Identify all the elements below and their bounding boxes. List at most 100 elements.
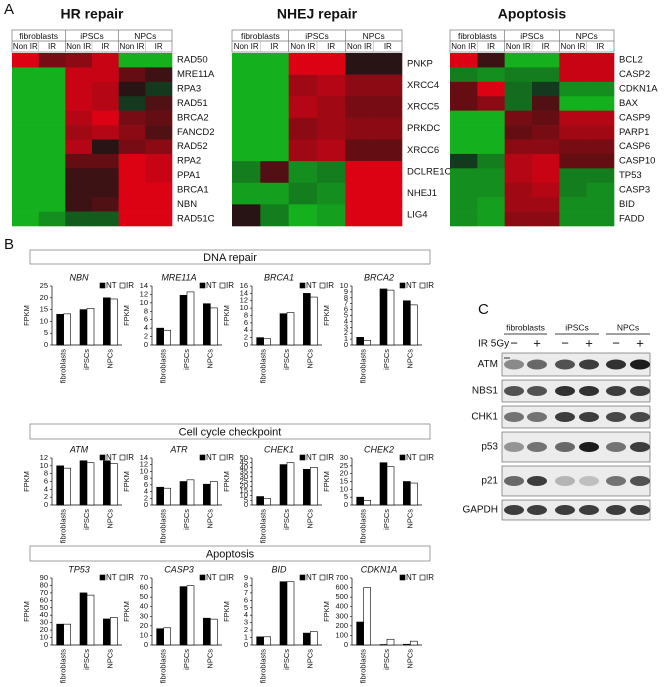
bar xyxy=(103,297,111,346)
legend-swatch xyxy=(319,282,326,289)
row-label: PRKDC xyxy=(407,123,440,134)
blot-band xyxy=(630,386,650,396)
heatmap-cell xyxy=(345,182,374,205)
heatmap-cell xyxy=(288,204,318,227)
y-tick-label: 70 xyxy=(40,588,48,597)
heatmap-cell xyxy=(450,153,478,169)
bar xyxy=(303,293,311,346)
x-tick-label: fibroblasts xyxy=(259,649,268,683)
heatmap-cell xyxy=(288,53,318,75)
bar xyxy=(263,338,271,346)
y-tick-label: 60 xyxy=(140,583,148,592)
legend-label: IR xyxy=(426,281,434,290)
heatmap-cell xyxy=(450,81,478,97)
blot-band xyxy=(527,359,547,370)
blot-band xyxy=(555,505,575,515)
row-label: LIG4 xyxy=(407,210,428,221)
y-axis-label: FPKM xyxy=(122,305,131,326)
heatmap-cell xyxy=(118,139,146,155)
heatmap-cell xyxy=(288,182,318,205)
bar xyxy=(379,462,388,506)
heatmap-cell xyxy=(477,125,505,140)
bar xyxy=(179,481,188,506)
y-tick-label: 0 xyxy=(344,500,348,509)
y-tick-label: 100 xyxy=(335,630,348,639)
heatmap-cell xyxy=(373,182,403,205)
section-box xyxy=(29,545,431,562)
column-label: Non IR xyxy=(451,42,476,51)
row-label: NBN xyxy=(177,199,197,210)
y-tick-label: 50 xyxy=(240,453,248,462)
y-tick-label: 15 xyxy=(340,476,348,485)
bar xyxy=(63,623,71,646)
bar xyxy=(379,288,388,346)
legend-swatch xyxy=(419,282,426,289)
y-tick-label: 40 xyxy=(240,462,248,471)
y-tick-label: 0 xyxy=(44,340,48,349)
bar xyxy=(410,482,418,506)
y-axis-label: FPKM xyxy=(22,471,31,492)
heatmap-cell xyxy=(92,67,119,83)
legend-swatch xyxy=(319,574,326,581)
heatmap-cell xyxy=(373,161,403,184)
y-tick-label: 2 xyxy=(344,328,348,337)
heatmap-cell xyxy=(345,74,374,97)
y-tick-label: 6 xyxy=(244,318,248,327)
x-tick-label: NPCs xyxy=(405,649,414,669)
heatmap-cell xyxy=(373,96,403,119)
y-tick-label: 10 xyxy=(40,316,48,325)
x-tick-label: NPCs xyxy=(105,649,114,669)
column-label: Non IR xyxy=(66,42,91,51)
protein-label: NBS1 xyxy=(472,386,499,397)
x-tick-label: NPCs xyxy=(105,349,114,369)
heatmap-cell xyxy=(65,168,93,184)
heatmap-cell xyxy=(232,139,261,162)
row-label: BCL2 xyxy=(619,55,643,66)
y-tick-label: 12 xyxy=(40,453,48,462)
heatmap-cell xyxy=(477,168,505,184)
legend-label: IR xyxy=(226,281,234,290)
blot-band xyxy=(555,412,575,422)
heatmap-cell xyxy=(145,96,173,111)
legend-label: IR xyxy=(326,573,334,582)
heatmap-cell xyxy=(504,96,533,111)
x-tick-label: iPSCs xyxy=(382,509,391,530)
heatmap-title: NHEJ repair xyxy=(277,6,358,22)
heatmap-cell xyxy=(38,67,66,83)
heatmap-cell xyxy=(118,81,146,97)
group-label: fibroblasts xyxy=(506,322,545,332)
x-tick-label: fibroblasts xyxy=(359,349,368,383)
y-tick-label: 4 xyxy=(244,610,248,619)
heatmap-cell xyxy=(559,67,587,83)
heatmap-cell xyxy=(260,117,289,140)
bar xyxy=(410,304,418,346)
bar xyxy=(110,463,118,506)
y-tick-label: 6 xyxy=(344,305,348,314)
bar xyxy=(156,486,164,506)
y-tick-label: 9 xyxy=(244,573,248,582)
heatmap-cell xyxy=(38,182,66,198)
x-tick-label: iPSCs xyxy=(182,509,191,530)
y-tick-label: 3 xyxy=(244,618,248,627)
heatmap-cell xyxy=(559,53,587,68)
legend-swatch xyxy=(99,574,106,581)
y-axis-label: FPKM xyxy=(122,601,131,622)
heatmap-cell xyxy=(65,197,93,212)
heatmap-cell xyxy=(317,139,346,162)
legend-swatch xyxy=(99,282,106,289)
y-tick-label: 10 xyxy=(240,491,248,500)
protein-label: ATM xyxy=(478,359,498,370)
heatmap-cell xyxy=(504,211,533,227)
heatmap-cell xyxy=(586,53,615,68)
heatmap-cell xyxy=(477,81,505,97)
row-label: PPA1 xyxy=(177,170,201,181)
x-tick-label: fibroblasts xyxy=(259,509,268,543)
blot-band xyxy=(527,505,547,515)
heatmap-cell xyxy=(12,139,39,155)
heatmap-cell xyxy=(38,110,66,126)
blot-membrane xyxy=(501,499,651,521)
legend-label: NT xyxy=(206,453,217,462)
legend-swatch xyxy=(119,574,126,581)
legend-swatch xyxy=(299,454,306,461)
blot-membrane xyxy=(501,431,651,463)
